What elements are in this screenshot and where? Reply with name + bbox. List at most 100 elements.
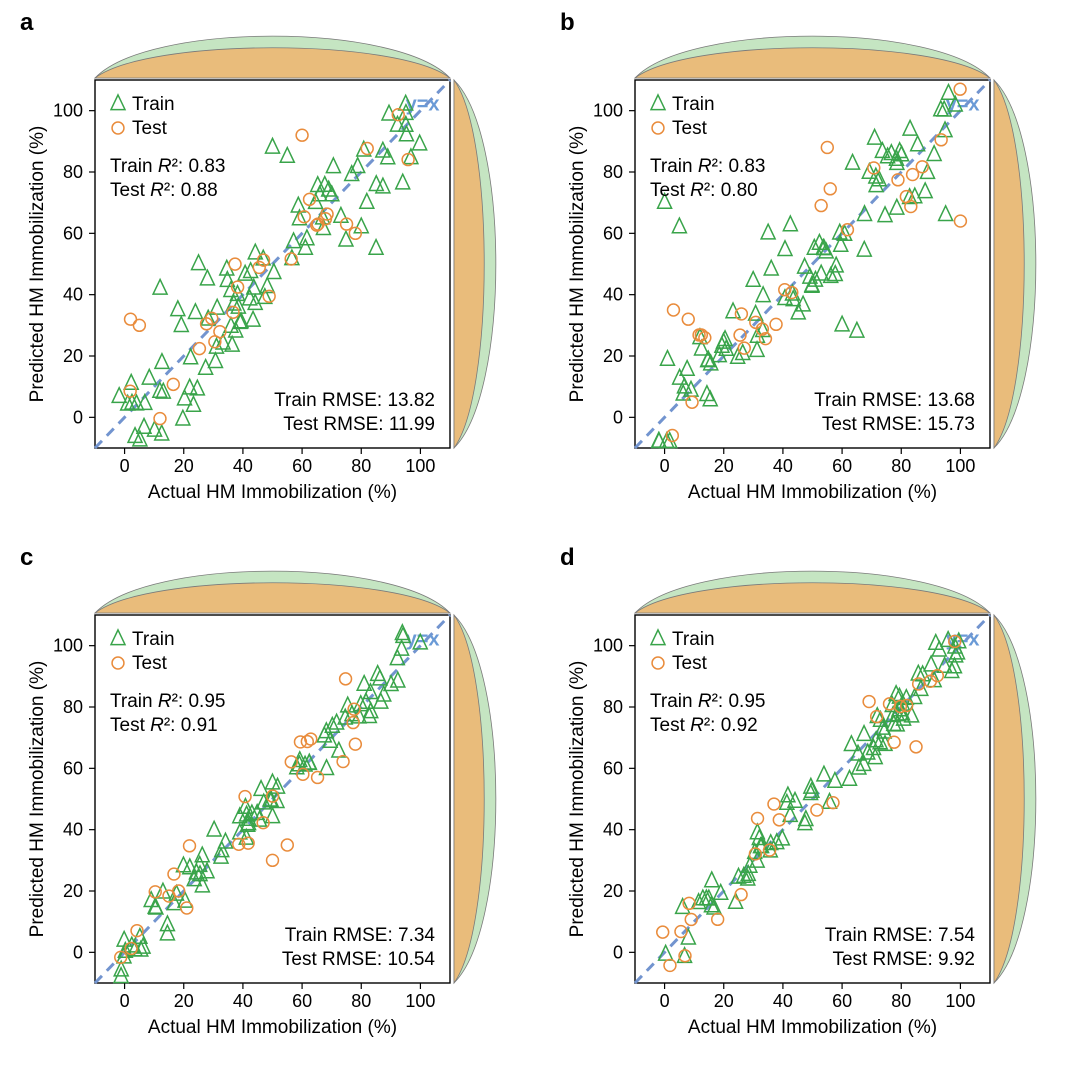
svg-text:40: 40	[63, 285, 83, 305]
legend-test-marker	[652, 122, 664, 134]
r2-annotation: Train R²: 0.95 Test R²: 0.92	[650, 691, 765, 736]
panel-label: c	[20, 544, 33, 571]
r2-annotation: Train R²: 0.95 Test R²: 0.91	[110, 691, 225, 736]
svg-text:Train RMSE: 7.54: Train RMSE: 7.54	[825, 925, 976, 946]
svg-text:20: 20	[63, 881, 83, 901]
svg-text:100: 100	[593, 636, 623, 656]
svg-text:20: 20	[603, 881, 623, 901]
svg-text:0: 0	[660, 456, 670, 476]
scatter-plot: 002020404060608080100100Actual HM Immobi…	[27, 80, 450, 503]
svg-text:60: 60	[832, 991, 852, 1011]
y-axis-label: Predicted HM Immobilization (%)	[27, 126, 48, 403]
panel-a: a002020404060608080100100Actual HM Immob…	[20, 9, 496, 503]
r2-annotation: Train R²: 0.83Test R²: 0.80	[650, 156, 765, 201]
rmse-annotation: Train RMSE: 7.54Test RMSE: 9.92	[825, 925, 976, 970]
legend-test-marker	[652, 657, 664, 669]
rmse-annotation: Train RMSE: 13.82Test RMSE: 11.99	[274, 390, 435, 435]
svg-text:60: 60	[603, 758, 623, 778]
svg-text:20: 20	[714, 456, 734, 476]
x-axis-label: Actual HM Immobilization (%)	[688, 482, 937, 503]
svg-text:100: 100	[405, 456, 435, 476]
legend-train-marker	[111, 630, 125, 645]
figure-grid: a 0 0 20 20 40 40 60 60 80 80 100 100 Actual HM Immob…	[0, 0, 1080, 1071]
svg-text:60: 60	[63, 223, 83, 243]
svg-text:80: 80	[351, 456, 371, 476]
marginal-top	[95, 36, 450, 78]
svg-text:0: 0	[660, 991, 670, 1011]
legend-train-label: Train	[132, 94, 175, 115]
scatter-plot: 002020404060608080100100Actual HM Immobi…	[27, 615, 450, 1038]
svg-text:Test R²: 0.91: Test R²: 0.91	[110, 715, 218, 736]
svg-text:20: 20	[603, 346, 623, 366]
svg-text:0: 0	[120, 991, 130, 1011]
svg-text:Train RMSE: 13.68: Train RMSE: 13.68	[814, 390, 975, 411]
svg-text:0: 0	[73, 942, 83, 962]
svg-text:Test R²: 0.80: Test R²: 0.80	[650, 180, 758, 201]
svg-text:Test R²: 0.88: Test R²: 0.88	[110, 180, 218, 201]
svg-text:Test RMSE: 10.54: Test RMSE: 10.54	[282, 949, 436, 970]
legend-test-marker	[112, 657, 124, 669]
legend-train-marker	[111, 95, 125, 110]
svg-text:80: 80	[603, 697, 623, 717]
svg-text:Train R²: 0.95: Train R²: 0.95	[110, 691, 225, 712]
test-points	[666, 83, 966, 441]
svg-text:0: 0	[120, 456, 130, 476]
svg-text:20: 20	[63, 346, 83, 366]
scatter-plot: 002020404060608080100100Actual HM Immobi…	[567, 80, 990, 503]
svg-text:20: 20	[174, 456, 194, 476]
svg-text:Test RMSE: 11.99: Test RMSE: 11.99	[283, 414, 435, 435]
svg-text:0: 0	[613, 407, 623, 427]
y-axis-label: Predicted HM Immobilization (%)	[567, 126, 588, 403]
svg-text:0: 0	[73, 407, 83, 427]
svg-text:Train R²: 0.95: Train R²: 0.95	[650, 691, 765, 712]
svg-text:60: 60	[832, 456, 852, 476]
marginal-top	[95, 571, 450, 613]
marginal-right	[994, 80, 1036, 448]
svg-text:100: 100	[53, 636, 83, 656]
svg-text:100: 100	[945, 456, 975, 476]
marginal-right	[994, 615, 1036, 983]
svg-text:100: 100	[945, 991, 975, 1011]
legend-train-marker	[651, 95, 665, 110]
svg-text:60: 60	[292, 991, 312, 1011]
y-axis-label: Predicted HM Immobilization (%)	[27, 661, 48, 938]
y-axis-label: Predicted HM Immobilization (%)	[567, 661, 588, 938]
legend-test-label: Test	[132, 653, 168, 674]
svg-text:80: 80	[63, 697, 83, 717]
svg-text:40: 40	[233, 991, 253, 1011]
legend-test-label: Test	[132, 118, 168, 139]
svg-text:80: 80	[603, 162, 623, 182]
svg-text:60: 60	[603, 223, 623, 243]
x-axis-label: Actual HM Immobilization (%)	[148, 1017, 397, 1038]
svg-text:Test RMSE: 15.73: Test RMSE: 15.73	[822, 414, 975, 435]
train-points	[659, 632, 966, 963]
legend-train-label: Train	[672, 629, 715, 650]
svg-text:100: 100	[405, 991, 435, 1011]
x-axis-label: Actual HM Immobilization (%)	[148, 482, 397, 503]
svg-text:20: 20	[714, 991, 734, 1011]
marginal-right	[454, 80, 496, 448]
svg-text:100: 100	[593, 101, 623, 121]
svg-text:Test R²: 0.92: Test R²: 0.92	[650, 715, 758, 736]
rmse-annotation: Train RMSE: 7.34Test RMSE: 10.54	[282, 925, 436, 970]
legend: Train Test	[111, 629, 175, 674]
legend-test-marker	[112, 122, 124, 134]
svg-text:40: 40	[773, 456, 793, 476]
panel-label: d	[560, 544, 575, 571]
svg-text:40: 40	[773, 991, 793, 1011]
marginal-top	[635, 571, 990, 613]
r2-annotation: Train R²: 0.83 Test R²: 0.88	[110, 156, 225, 201]
legend-test-label: Test	[672, 118, 708, 139]
svg-text:0: 0	[613, 942, 623, 962]
marginal-right	[454, 615, 496, 983]
svg-text:Train R²: 0.83: Train R²: 0.83	[110, 156, 225, 177]
panel-c: c002020404060608080100100Actual HM Immob…	[20, 544, 496, 1038]
legend-train-label: Train	[132, 629, 175, 650]
panel-label: a	[20, 9, 34, 36]
legend: Train Test	[111, 94, 175, 139]
svg-text:80: 80	[891, 991, 911, 1011]
svg-text:40: 40	[233, 456, 253, 476]
svg-text:40: 40	[63, 820, 83, 840]
scatter-plot: 002020404060608080100100Actual HM Immobi…	[567, 615, 990, 1038]
svg-text:40: 40	[603, 285, 623, 305]
